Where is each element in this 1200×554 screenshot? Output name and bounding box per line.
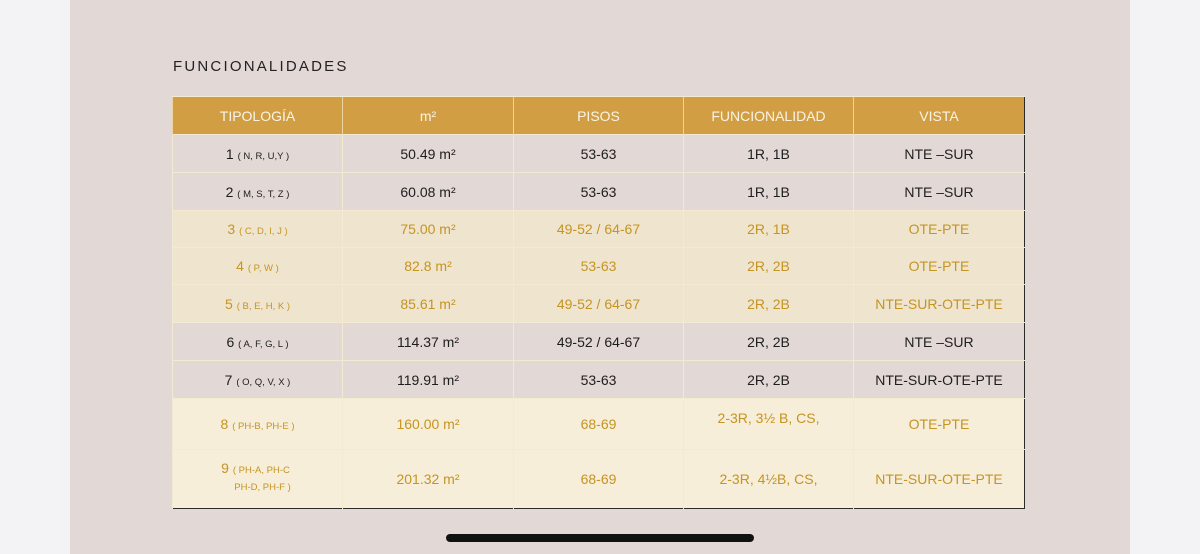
m2-cell: 75.00 m² (342, 210, 514, 248)
tipologia-number: 3 (227, 221, 236, 237)
funcionalidad-cell: 2R, 2B (683, 360, 854, 399)
vista-cell: OTE-PTE (853, 247, 1025, 285)
pisos-cell: 49-52 / 64-67 (513, 210, 684, 248)
m2-cell: 60.08 m² (342, 172, 514, 211)
table-row: 8 ( PH-B, PH-E ) 160.00 m² 68-69 2-3R, 3… (172, 398, 1025, 450)
tipologia-cell: 4 ( P, W ) (172, 247, 343, 285)
vista-cell: NTE-SUR-OTE-PTE (853, 360, 1025, 399)
funcionalidades-table: TIPOLOGÍA m² PISOS FUNCIONALIDAD VISTA 1… (172, 96, 1025, 509)
vista-cell: OTE-PTE (853, 398, 1025, 450)
tipologia-units: ( PH-B, PH-E ) (232, 421, 295, 432)
table-row: 6 ( A, F, G, L ) 114.37 m² 49-52 / 64-67… (172, 322, 1025, 361)
m2-cell: 201.32 m² (342, 449, 514, 509)
header-m2: m² (342, 96, 514, 135)
funcionalidad-cell: 1R, 1B (683, 172, 854, 211)
table-header-row: TIPOLOGÍA m² PISOS FUNCIONALIDAD VISTA (172, 96, 1025, 135)
funcionalidad-text: 2-3R, 3½ B, CS, (717, 410, 820, 426)
tipologia-number: 5 (225, 295, 233, 312)
pisos-cell: 53-63 (513, 247, 684, 285)
table-row: 4 ( P, W ) 82.8 m² 53-63 2R, 2B OTE-PTE (172, 247, 1025, 285)
tipologia-number: 9 (221, 460, 229, 476)
pisos-cell: 49-52 / 64-67 (513, 322, 684, 361)
pisos-cell: 49-52 / 64-67 (513, 284, 684, 323)
section-title: FUNCIONALIDADES (173, 58, 349, 75)
m2-cell: 85.61 m² (342, 284, 514, 323)
tipologia-cell: 5 ( B, E, H, K ) (172, 284, 343, 323)
tipologia-units: ( PH-A, PH-C (232, 465, 290, 476)
header-pisos: PISOS (513, 96, 684, 135)
table-row: 3 ( C, D, I, J ) 75.00 m² 49-52 / 64-67 … (172, 210, 1025, 248)
tipologia-number: 1 (225, 145, 234, 162)
tipologia-units: ( C, D, I, J ) (239, 226, 288, 237)
funcionalidad-cell: 1R, 1B (683, 134, 854, 173)
tipologia-cell: 8 ( PH-B, PH-E ) (172, 398, 343, 450)
tipologia-units: ( O, Q, V, X ) (236, 376, 291, 388)
tipologia-units: ( P, W ) (247, 263, 279, 274)
tipologia-number: 2 (225, 183, 234, 200)
m2-cell: 114.37 m² (342, 322, 514, 361)
pisos-cell: 53-63 (513, 134, 684, 173)
table-row: 1 ( N, R, U,Y ) 50.49 m² 53-63 1R, 1B NT… (172, 134, 1025, 173)
pisos-cell: 68-69 (513, 449, 684, 509)
tipologia-units-line2: PH-D, PH-F ) (234, 482, 291, 493)
pisos-cell: 53-63 (513, 360, 684, 399)
tipologia-number: 7 (224, 371, 233, 388)
vista-cell: NTE –SUR (853, 134, 1025, 173)
pisos-cell: 53-63 (513, 172, 684, 211)
tipologia-cell: 2 ( M, S, T, Z ) (172, 172, 343, 211)
table-row: 2 ( M, S, T, Z ) 60.08 m² 53-63 1R, 1B N… (172, 172, 1025, 211)
m2-cell: 82.8 m² (342, 247, 514, 285)
vista-cell: NTE-SUR-OTE-PTE (853, 284, 1025, 323)
tipologia-units: ( M, S, T, Z ) (237, 188, 290, 200)
tipologia-cell: 7 ( O, Q, V, X ) (172, 360, 343, 399)
tipologia-number: 8 (220, 416, 229, 432)
table-row: 7 ( O, Q, V, X ) 119.91 m² 53-63 2R, 2B … (172, 360, 1025, 399)
funcionalidad-cell: 2-3R, 4½B, CS, (683, 449, 854, 509)
pisos-cell: 68-69 (513, 398, 684, 450)
m2-cell: 50.49 m² (342, 134, 514, 173)
vista-cell: NTE –SUR (853, 172, 1025, 211)
tipologia-units: ( A, F, G, L ) (238, 338, 289, 350)
vista-cell: OTE-PTE (853, 210, 1025, 248)
funcionalidad-cell: 2-3R, 3½ B, CS, (683, 398, 854, 450)
tipologia-number: 4 (236, 258, 244, 274)
tipologia-cell: 1 ( N, R, U,Y ) (172, 134, 343, 173)
tipologia-cell: 6 ( A, F, G, L ) (172, 322, 343, 361)
m2-cell: 160.00 m² (342, 398, 514, 450)
m2-cell: 119.91 m² (342, 360, 514, 399)
funcionalidad-cell: 2R, 1B (683, 210, 854, 248)
tipologia-units: ( B, E, H, K ) (236, 300, 290, 312)
home-indicator[interactable] (446, 534, 754, 542)
header-funcionalidad: FUNCIONALIDAD (683, 96, 854, 135)
funcionalidad-cell: 2R, 2B (683, 322, 854, 361)
tipologia-cell: 3 ( C, D, I, J ) (172, 210, 343, 248)
funcionalidad-cell: 2R, 2B (683, 284, 854, 323)
table-row: 5 ( B, E, H, K ) 85.61 m² 49-52 / 64-67 … (172, 284, 1025, 323)
vista-cell: NTE –SUR (853, 322, 1025, 361)
vista-cell: NTE-SUR-OTE-PTE (853, 449, 1025, 509)
header-tipologia: TIPOLOGÍA (172, 96, 343, 135)
table-row: 9 ( PH-A, PH-C PH-D, PH-F ) 201.32 m² 68… (172, 449, 1025, 509)
funcionalidad-cell: 2R, 2B (683, 247, 854, 285)
tipologia-number: 6 (226, 333, 235, 350)
tipologia-units: ( N, R, U,Y ) (237, 150, 290, 162)
tipologia-cell: 9 ( PH-A, PH-C PH-D, PH-F ) (172, 449, 343, 509)
header-vista: VISTA (853, 96, 1025, 135)
